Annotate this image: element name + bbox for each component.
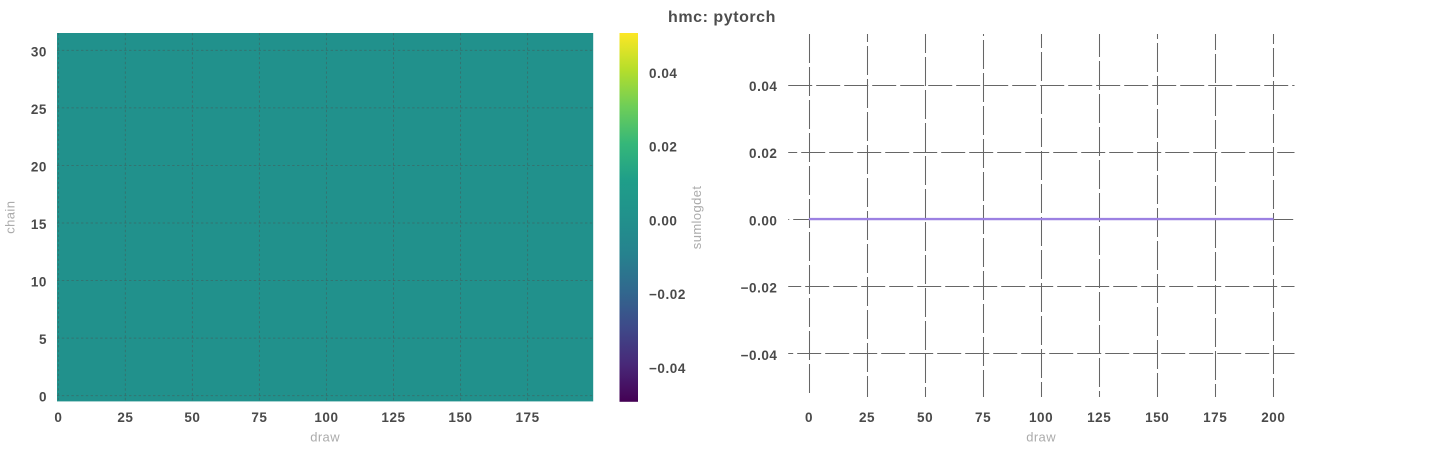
svg-text:0.00: 0.00 — [649, 213, 677, 228]
svg-text:0.00: 0.00 — [749, 213, 777, 228]
svg-text:5: 5 — [39, 332, 47, 347]
svg-text:150: 150 — [1145, 410, 1169, 425]
svg-text:−0.02: −0.02 — [649, 287, 686, 302]
svg-text:draw: draw — [310, 430, 340, 445]
svg-text:175: 175 — [1203, 410, 1227, 425]
svg-text:125: 125 — [1087, 410, 1111, 425]
svg-text:20: 20 — [31, 160, 47, 175]
svg-text:15: 15 — [31, 217, 47, 232]
svg-text:25: 25 — [31, 102, 47, 117]
svg-text:0.04: 0.04 — [649, 66, 677, 81]
svg-text:75: 75 — [975, 410, 991, 425]
svg-text:150: 150 — [448, 410, 472, 425]
svg-text:10: 10 — [31, 275, 47, 290]
svg-text:0: 0 — [805, 410, 813, 425]
svg-text:100: 100 — [314, 410, 338, 425]
svg-text:25: 25 — [859, 410, 875, 425]
svg-text:chain: chain — [3, 201, 18, 234]
svg-text:100: 100 — [1029, 410, 1053, 425]
svg-text:200: 200 — [1261, 410, 1285, 425]
svg-text:75: 75 — [251, 410, 267, 425]
svg-text:hmc: pytorch: hmc: pytorch — [668, 9, 776, 26]
svg-text:−0.04: −0.04 — [741, 348, 778, 363]
svg-text:0.02: 0.02 — [749, 146, 777, 161]
svg-text:50: 50 — [917, 410, 933, 425]
svg-text:0.02: 0.02 — [649, 140, 677, 155]
svg-text:25: 25 — [117, 410, 133, 425]
svg-text:175: 175 — [515, 410, 539, 425]
svg-text:0: 0 — [54, 410, 62, 425]
svg-text:−0.04: −0.04 — [649, 361, 686, 376]
svg-text:125: 125 — [381, 410, 405, 425]
svg-text:30: 30 — [31, 44, 47, 59]
svg-text:0.04: 0.04 — [749, 79, 777, 94]
svg-text:0: 0 — [39, 390, 47, 405]
svg-text:draw: draw — [1026, 430, 1056, 445]
svg-text:50: 50 — [184, 410, 200, 425]
svg-text:sumlogdet: sumlogdet — [689, 186, 704, 250]
svg-text:−0.02: −0.02 — [741, 281, 778, 296]
